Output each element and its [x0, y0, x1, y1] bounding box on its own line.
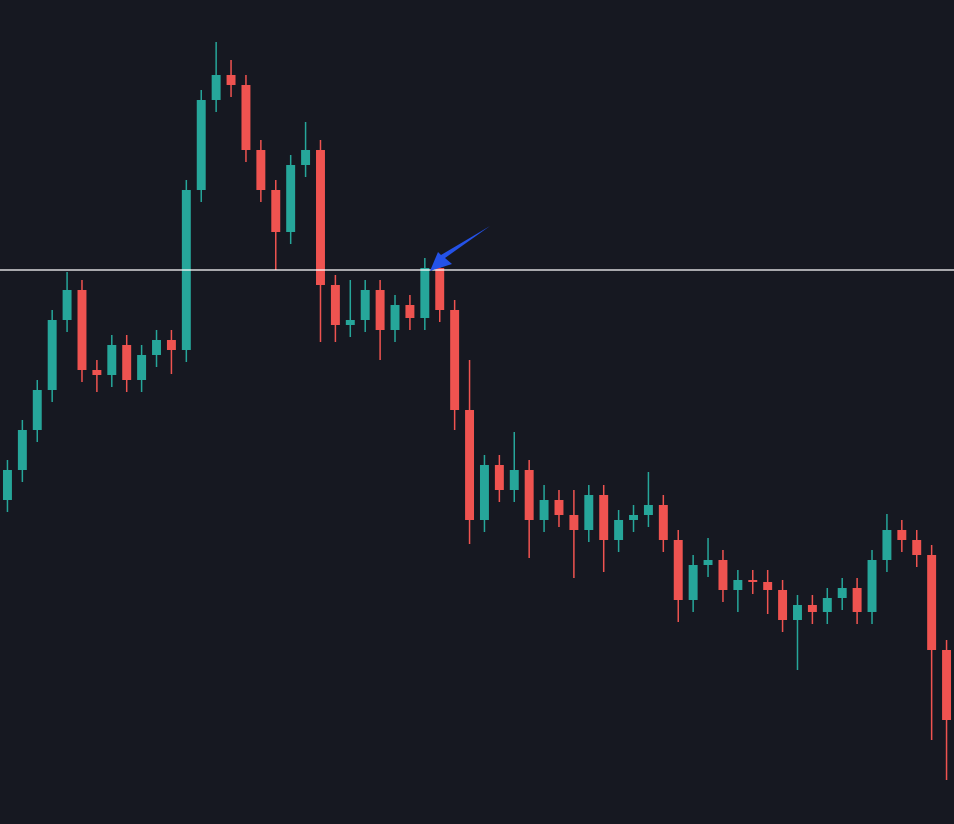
candle-body: [509, 470, 519, 490]
candle-body: [703, 560, 713, 565]
candle-body: [539, 500, 549, 520]
candle-body: [599, 495, 609, 540]
candle-body: [316, 150, 325, 285]
candle-body: [733, 580, 743, 590]
candle-body: [867, 560, 877, 612]
candle-body: [256, 150, 266, 190]
candle-body: [494, 465, 504, 490]
candle-body: [390, 305, 400, 330]
candle-body: [584, 495, 594, 530]
candle-body: [807, 605, 817, 612]
candle-body: [658, 505, 668, 540]
arrow: [430, 226, 490, 271]
candle-body: [345, 320, 355, 325]
candle-body: [450, 310, 460, 410]
candle-body: [137, 355, 147, 380]
candle-body: [107, 345, 117, 375]
candles: [0, 42, 954, 780]
candle-body: [852, 588, 862, 612]
candle-body: [2, 470, 12, 500]
candle-body: [614, 520, 624, 540]
candle-body: [465, 410, 475, 520]
candle-body: [301, 150, 311, 165]
candle-body: [718, 560, 728, 590]
candle-body: [629, 515, 638, 520]
candle-body: [32, 390, 42, 430]
candle-body: [17, 430, 27, 470]
candle-body: [837, 588, 847, 598]
candle-body: [569, 515, 579, 530]
candle-body: [763, 582, 773, 590]
candle-body: [92, 370, 102, 375]
candle-body: [152, 340, 161, 355]
candle-body: [271, 190, 281, 232]
candle-body: [897, 530, 907, 540]
candle-body: [62, 290, 72, 320]
candle-body: [778, 590, 788, 620]
candle-body: [882, 530, 892, 560]
candle-body: [688, 565, 698, 600]
candle-body: [196, 100, 206, 190]
candle-body: [435, 268, 445, 310]
candle-body: [405, 305, 415, 318]
candle-body: [748, 580, 758, 582]
candle-body: [226, 75, 236, 85]
candle-body: [673, 540, 683, 600]
candle-body: [241, 85, 251, 150]
candle-body: [420, 268, 430, 318]
candle-body: [822, 598, 832, 612]
candle-body: [360, 290, 370, 320]
candle-body: [166, 340, 176, 350]
candle-body: [927, 555, 937, 650]
candle-body: [643, 505, 653, 515]
candle-body: [524, 470, 534, 520]
candle-body: [375, 290, 385, 330]
candle-body: [211, 75, 221, 100]
candle-body: [912, 540, 922, 555]
candle-body: [330, 285, 340, 325]
candle-body: [47, 320, 57, 390]
candle-body: [286, 165, 296, 232]
candle-body: [554, 500, 564, 515]
candle-body: [77, 290, 87, 370]
candle-body: [479, 465, 489, 520]
candle-body: [942, 650, 952, 720]
candle-body: [793, 605, 802, 620]
candle-body: [122, 345, 132, 380]
